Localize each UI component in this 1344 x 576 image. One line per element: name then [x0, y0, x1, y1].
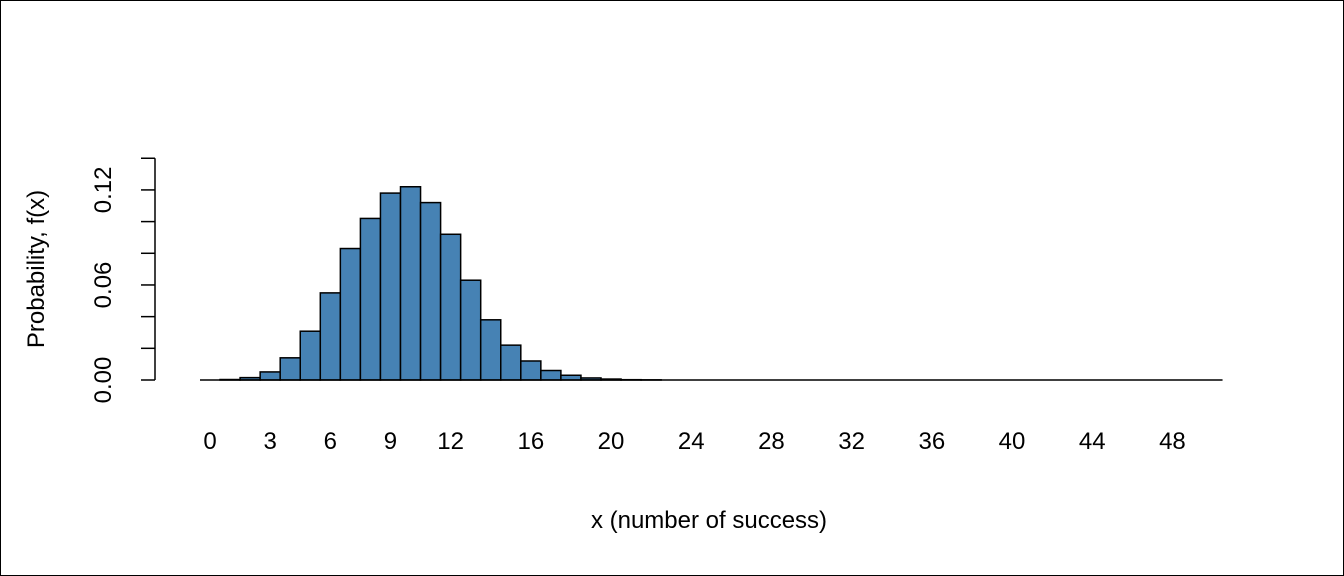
- x-tick-label: 24: [678, 428, 705, 455]
- bar-x-14: [479, 319, 502, 381]
- bar-x-17: [540, 369, 562, 381]
- x-tick-label: 36: [918, 428, 945, 455]
- x-tick-label: 6: [324, 428, 337, 455]
- bar-x-7: [339, 247, 362, 381]
- bar-x-4: [279, 357, 302, 381]
- bar-x-5: [299, 330, 322, 381]
- y-tick-label: 0.12: [90, 167, 117, 214]
- bars: [200, 186, 1223, 381]
- x-tick-label: 40: [999, 428, 1026, 455]
- bar-x-9: [379, 192, 402, 381]
- bar-x-6: [319, 292, 342, 381]
- x-tick-label: 12: [437, 428, 464, 455]
- x-tick-label: 20: [598, 428, 625, 455]
- bar-x-10: [399, 186, 422, 381]
- x-tick-label: 44: [1079, 428, 1106, 455]
- x-tick-label: 9: [384, 428, 397, 455]
- bar-x-3: [259, 371, 281, 381]
- x-tick-label: 16: [517, 428, 544, 455]
- x-axis-title: x (number of success): [591, 507, 827, 534]
- x-tick-label: 28: [758, 428, 785, 455]
- x-axis-labels: 0 3 6 9 12 16 20 24 28 32 36 40 44 48: [203, 428, 1185, 455]
- bar-x-16: [520, 360, 542, 381]
- x-tick-label: 0: [203, 428, 216, 455]
- bar-x-11: [419, 201, 442, 381]
- x-tick-label: 48: [1159, 428, 1186, 455]
- x-tick-label: 32: [838, 428, 865, 455]
- y-tick-label: 0.06: [90, 262, 117, 309]
- y-axis: 0.00 0.06 0.12: [90, 157, 156, 404]
- bar-x-8: [359, 217, 382, 381]
- bar-x-12: [439, 233, 462, 381]
- y-axis-title: Probability, f(x): [23, 190, 50, 348]
- bar-x-15: [500, 344, 522, 381]
- bar-x-13: [459, 279, 482, 381]
- y-tick-label: 0.00: [90, 357, 117, 404]
- x-tick-label: 3: [264, 428, 277, 455]
